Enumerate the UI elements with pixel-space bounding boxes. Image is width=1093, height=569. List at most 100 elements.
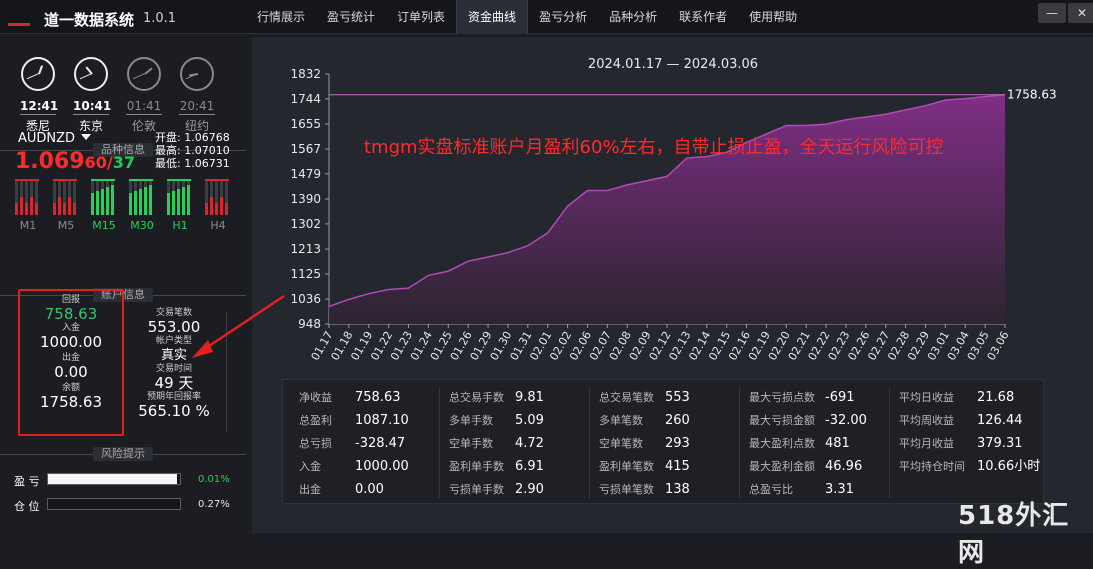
y-tick-label: 948: [298, 317, 321, 331]
stat-row: 平均日收益 21.68: [899, 386, 1040, 409]
timeframe-label[interactable]: M1: [19, 219, 37, 232]
stat-row: 总交易笔数 553: [599, 386, 690, 409]
timeframe-strength-bars: M1 M5 M15 M30 H1 H4: [15, 179, 229, 232]
tab-2[interactable]: 订单列表: [397, 10, 446, 24]
risk-position-bar: [47, 498, 181, 510]
stats-column-0: 净收益 758.63 总盈利 1087.10 总亏损 -328.47 入金 1000.00 出金…: [299, 386, 409, 501]
minimize-button[interactable]: —: [1038, 3, 1066, 23]
stat-value: 481: [825, 436, 850, 451]
stat-row: 总盈利 1087.10: [299, 409, 409, 432]
tab-7[interactable]: 使用帮助: [749, 10, 798, 24]
deposit-value: 1000.00: [39, 333, 103, 351]
title-bar: 道一数据系统 1.0.1 行情展示 盈亏统计 订单列表 资金曲线 盈亏分析 品种分析 联系作…: [0, 0, 1093, 34]
stat-value: 553: [665, 390, 690, 405]
symbol-selector[interactable]: AUDNZD: [18, 131, 92, 146]
tab-4[interactable]: 盈亏分析: [539, 10, 588, 24]
tab-3[interactable]: 资金曲线: [456, 0, 529, 34]
stat-label: 空单手数: [449, 437, 493, 450]
tab-6[interactable]: 联系作者: [679, 10, 728, 24]
equity-curve-chart: 948 1036 1125 1213 1302 1390 1479 1567 1655 1744 1…: [290, 57, 1056, 363]
stat-row: 亏损单笔数 138: [599, 478, 690, 501]
stat-value: 758.63: [355, 390, 401, 405]
stat-label: 最大亏损金额: [749, 414, 815, 427]
stat-label: 亏损单手数: [449, 483, 504, 496]
account-type-label: 帐户类型: [155, 336, 192, 346]
clock-city: 纽约: [184, 119, 209, 133]
stat-value: 9.81: [515, 390, 544, 405]
world-clocks: 12:41 悉尼 10:41 东京 01:41 伦敦 20:41 纽约: [20, 57, 215, 134]
stat-value: 3.31: [825, 482, 854, 497]
stat-label: 总盈利: [299, 414, 332, 427]
stat-row: 总交易手数 9.81: [449, 386, 544, 409]
timeframe-bar-H4: [205, 179, 231, 215]
timeframe-label[interactable]: H4: [210, 219, 226, 232]
timeframe-label[interactable]: M30: [130, 219, 154, 232]
stat-row: 多单手数 5.09: [449, 409, 544, 432]
stat-value: 1087.10: [355, 413, 409, 428]
risk-pl-label: 盈 亏: [14, 475, 40, 488]
trades-value: 553.00: [147, 318, 201, 336]
stat-value: 4.72: [515, 436, 544, 451]
tab-5[interactable]: 品种分析: [609, 10, 658, 24]
stat-label: 总亏损: [299, 437, 332, 450]
stat-row: 空单手数 4.72: [449, 432, 544, 455]
withdraw-value: 0.00: [54, 363, 88, 381]
stat-row: 盈利单手数 6.91: [449, 455, 544, 478]
left-panel: 12:41 悉尼 10:41 东京 01:41 伦敦 20:41 纽约 品种信息 AUDNZD…: [0, 37, 246, 533]
stat-row: 出金 0.00: [299, 478, 409, 501]
timeframe-label[interactable]: H1: [172, 219, 188, 232]
y-tick-label: 1832: [290, 67, 321, 81]
equity-area: [329, 94, 1005, 324]
stat-value: 46.96: [825, 459, 863, 474]
close-button[interactable]: ✕: [1068, 3, 1093, 23]
equity-line: [328, 93, 1006, 308]
risk-pl-value: 0.01%: [198, 474, 230, 485]
clock-time: 01:41: [126, 99, 162, 113]
profit-label: 回报: [61, 295, 80, 305]
open-price: 1.06768: [184, 131, 230, 144]
high-price: 1.07010: [184, 144, 230, 157]
account-highlight-box: 回报 758.63 入金 1000.00 出金 0.00 余额 1758.63: [18, 289, 124, 436]
y-tick-label: 1479: [290, 167, 321, 181]
stat-value: 126.44: [977, 413, 1023, 428]
stat-label: 多单手数: [449, 414, 493, 427]
clock-2: 01:41 伦敦: [126, 57, 162, 134]
stat-label: 平均周收益: [899, 414, 954, 427]
y-tick-label: 1125: [290, 267, 321, 281]
stat-label: 最大盈利点数: [749, 437, 815, 450]
stat-label: 总交易手数: [449, 391, 504, 404]
clock-icon: [21, 57, 55, 91]
y-tick-label: 1302: [290, 217, 321, 231]
stats-column-3: 最大亏损点数 -691 最大亏损金额 -32.00 最大盈利点数 481 最大盈利金额 46.…: [749, 386, 867, 501]
timeframe-bar-M30: [129, 179, 155, 215]
y-tick-label: 1567: [290, 142, 321, 156]
clock-city: 伦敦: [131, 119, 156, 133]
stat-value: 21.68: [977, 390, 1015, 405]
timeframe-bar-H1: [167, 179, 193, 215]
stat-value: 293: [665, 436, 690, 451]
stat-value: 1000.00: [355, 459, 409, 474]
stat-value: 0.00: [355, 482, 384, 497]
tab-0[interactable]: 行情展示: [257, 10, 306, 24]
timeframe-bar-M15: [91, 179, 117, 215]
timeframe-label[interactable]: M15: [92, 219, 116, 232]
stat-row: 总盈亏比 3.31: [749, 478, 867, 501]
chart-title: 2024.01.17 — 2024.03.06: [588, 57, 758, 72]
stat-row: 空单笔数 293: [599, 432, 690, 455]
annual-return-value: 565.10 %: [138, 402, 210, 420]
trade-time-label: 交易时间: [155, 364, 192, 374]
stat-label: 多单笔数: [599, 414, 643, 427]
chevron-down-icon: [81, 134, 92, 140]
tab-1[interactable]: 盈亏统计: [327, 10, 376, 24]
main-tabs: 行情展示 盈亏统计 订单列表 资金曲线 盈亏分析 品种分析 联系作者 使用帮助: [246, 0, 808, 34]
y-tick-label: 1390: [290, 192, 321, 206]
stats-column-2: 总交易笔数 553 多单笔数 260 空单笔数 293 盈利单笔数 415 亏损单笔数 138: [599, 386, 690, 501]
stat-row: 亏损单手数 2.90: [449, 478, 544, 501]
timeframe-label[interactable]: M5: [57, 219, 75, 232]
y-tick-label: 1213: [290, 242, 321, 256]
deposit-label: 入金: [61, 323, 80, 333]
stat-row: 最大亏损点数 -691: [749, 386, 867, 409]
watermark: 518外汇网: [958, 501, 1070, 568]
low-price: 1.06731: [184, 157, 230, 170]
risk-position-value: 0.27%: [198, 499, 230, 510]
